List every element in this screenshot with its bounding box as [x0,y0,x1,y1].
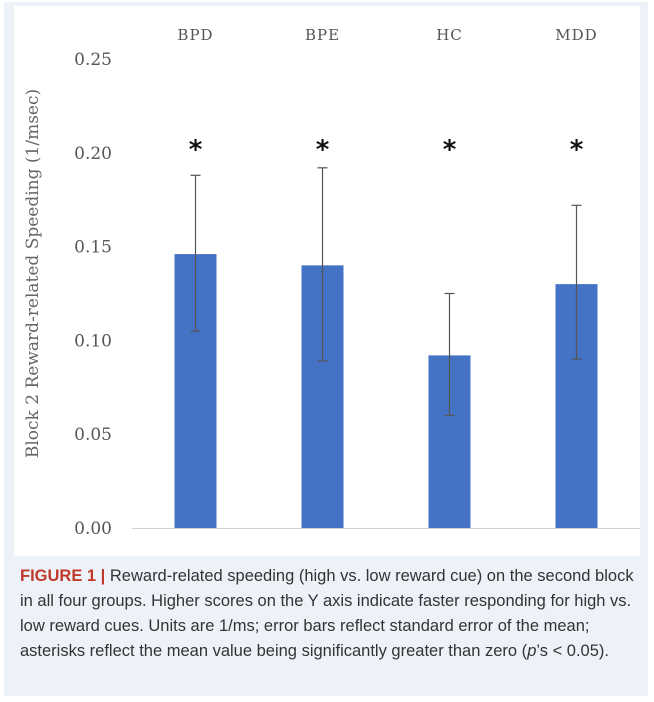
y-tick-label: 0.10 [74,331,112,351]
significance-star: * [316,135,330,165]
caption-text-end: ’s < 0.05). [536,642,609,660]
figure-label: FIGURE 1 | [20,567,106,585]
category-label: BPE [305,26,340,44]
y-axis: 0.00 0.05 0.10 0.15 0.20 0.25 [74,50,112,539]
category-labels: BPD BPE HC MDD [177,26,597,44]
plot-area: 0.00 0.05 0.10 0.15 0.20 0.25 * * * * BPD BPE HC MD… [14,6,640,556]
bars [174,254,598,528]
category-label: BPD [177,26,213,44]
caption-p-symbol: p [527,642,537,660]
figure-caption: FIGURE 1 | Reward-related speeding (high… [20,564,640,664]
y-tick-label: 0.25 [74,50,112,70]
y-tick-label: 0.00 [74,519,112,539]
significance-star: * [189,135,203,165]
figure-box: 0.00 0.05 0.10 0.15 0.20 0.25 * * * * BPD BPE HC MD… [4,2,648,696]
caption-text: Reward-related speeding (high vs. low re… [20,567,634,660]
category-label: MDD [555,26,597,44]
y-axis-label: Block 2 Reward-related Speeding (1/msec) [23,89,43,458]
error-bars [190,167,582,417]
y-tick-label: 0.20 [74,144,112,164]
category-label: HC [436,26,463,44]
significance-stars: * * * * [189,135,584,165]
significance-star: * [570,135,584,165]
y-tick-label: 0.05 [74,425,112,445]
significance-star: * [443,135,457,165]
y-tick-label: 0.15 [74,238,112,258]
bar-chart: 0.00 0.05 0.10 0.15 0.20 0.25 * * * * BPD BPE HC MD… [23,26,640,539]
